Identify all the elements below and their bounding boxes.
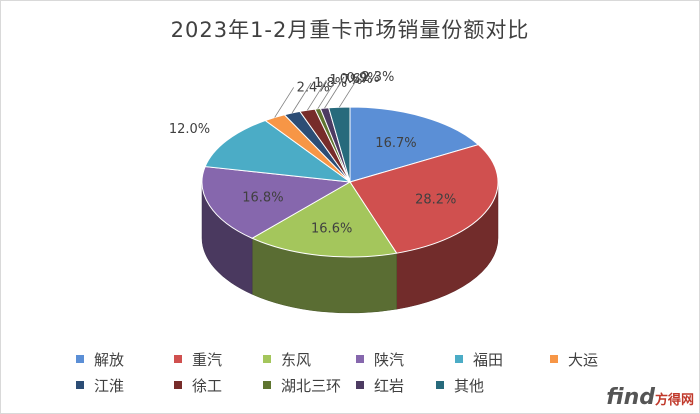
legend-label-hongyan: 红岩 xyxy=(374,376,405,395)
legend-label-shaanqi: 陕汽 xyxy=(374,350,405,369)
legend-label-hubeisanhuan: 湖北三环 xyxy=(281,376,342,395)
slice-6-leader-line xyxy=(291,82,312,114)
legend-item-jiefang: 解放 xyxy=(76,349,124,369)
legend-item-futian: 福田 xyxy=(455,349,503,369)
slice-1-top xyxy=(349,144,499,254)
slice-2-label: 16.6% xyxy=(311,222,352,237)
slice-0-label: 16.7% xyxy=(375,136,416,151)
legend-label-futian: 福田 xyxy=(473,350,504,369)
slice-3-label: 16.8% xyxy=(242,191,283,206)
legend-label-xugong: 徐工 xyxy=(192,376,223,395)
watermark-logo: find方得网 xyxy=(606,385,694,410)
slice-2-top xyxy=(251,181,398,258)
legend-row-1: 解放 重汽 东风 陕汽 福田 大运 xyxy=(0,349,700,369)
legend-swatch-jianghuai xyxy=(76,381,84,389)
slice-1-label: 28.2% xyxy=(415,193,456,208)
legend-swatch-shaanqi xyxy=(356,355,364,363)
pie-data-labels: 16.7%28.2%16.6%16.8%12.0%2.4%1.8%1.7%0.6… xyxy=(169,70,457,236)
legend-swatch-qita xyxy=(436,381,444,389)
legend-item-hongyan: 红岩 xyxy=(356,375,404,395)
slice-8-label: 0.6% xyxy=(340,72,373,87)
slice-10-leader-line xyxy=(338,76,359,108)
slice-4-top xyxy=(204,119,352,183)
slice-10-label: 2.3% xyxy=(361,70,394,85)
slice-7-leader-line xyxy=(307,79,327,111)
slice-8-leader-line xyxy=(317,78,338,110)
legend-item-jianghuai: 江淮 xyxy=(76,375,124,395)
legend-item-dongfeng: 东风 xyxy=(263,349,311,369)
slice-9-leader-line xyxy=(324,77,344,109)
legend-label-jianghuai: 江淮 xyxy=(94,376,125,395)
legend-label-dongfeng: 东风 xyxy=(281,350,312,369)
legend-item-zhongqi: 重汽 xyxy=(174,349,222,369)
chart-title: 2023年1-2月重卡市场销量份额对比 xyxy=(170,18,530,42)
legend-swatch-dayun xyxy=(550,355,558,363)
legend-label-dayun: 大运 xyxy=(568,350,599,369)
legend-swatch-xugong xyxy=(174,381,182,389)
legend-swatch-hongyan xyxy=(356,381,364,389)
pie-top-faces xyxy=(201,106,499,258)
slice-5-leader-line xyxy=(274,87,294,118)
legend-item-dayun: 大运 xyxy=(550,349,598,369)
slice-4-label: 12.0% xyxy=(169,122,210,137)
slice-5-label: 2.4% xyxy=(297,80,330,95)
legend-item-hubeisanhuan: 湖北三环 xyxy=(263,375,341,395)
legend-item-qita: 其他 xyxy=(436,375,484,395)
watermark-cn: 方得网 xyxy=(654,393,694,408)
legend-row-2: 江淮 徐工 湖北三环 红岩 其他 xyxy=(0,375,700,395)
legend-swatch-jiefang xyxy=(76,355,84,363)
legend-swatch-dongfeng xyxy=(263,355,271,363)
watermark-brand: find xyxy=(606,385,655,410)
legend-label-qita: 其他 xyxy=(454,376,485,395)
legend-item-shaanqi: 陕汽 xyxy=(356,349,404,369)
legend-item-xugong: 徐工 xyxy=(174,375,222,395)
legend-label-zhongqi: 重汽 xyxy=(192,350,223,369)
slice-10-top xyxy=(328,106,351,183)
legend-swatch-futian xyxy=(455,355,463,363)
legend-label-jiefang: 解放 xyxy=(94,350,125,369)
slice-3-top xyxy=(201,166,352,239)
legend-swatch-zhongqi xyxy=(174,355,182,363)
legend-swatch-hubeisanhuan xyxy=(263,381,271,389)
slice-0-top xyxy=(349,106,480,183)
